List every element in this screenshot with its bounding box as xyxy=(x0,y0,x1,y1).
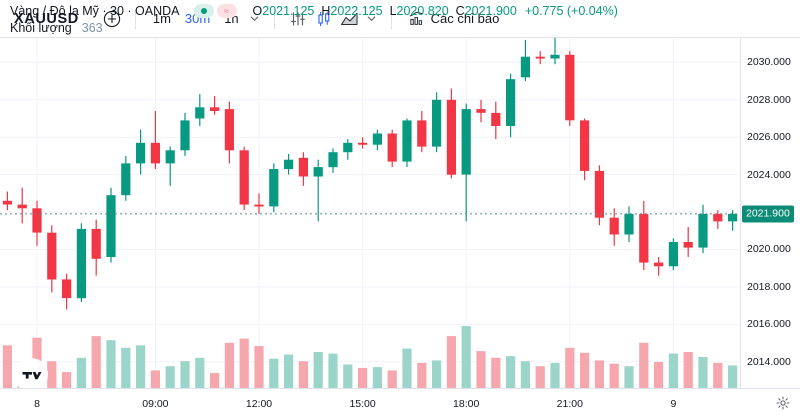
price-axis[interactable]: 2030.000 2028.000 2026.000 2024.000 2020.000… xyxy=(740,38,800,388)
indicator-sliders-button[interactable] xyxy=(285,6,311,32)
timeframe-chevron-down-icon[interactable] xyxy=(246,10,264,28)
price-tick-label: 2024.000 xyxy=(747,168,791,181)
indicators-bar-icon xyxy=(409,11,423,25)
price-tick-label: 2016.000 xyxy=(747,318,791,331)
price-tick-label: 2028.000 xyxy=(747,93,791,106)
timeframe-30m[interactable]: 30m xyxy=(184,11,211,26)
price-tick-label: 2014.000 xyxy=(747,355,791,368)
time-tick-label: 21:00 xyxy=(556,398,583,410)
time-tick-label: 12:00 xyxy=(245,398,273,410)
tradingview-logo-icon xyxy=(18,362,44,388)
toolbar-divider-3 xyxy=(390,8,392,29)
top-toolbar: XAUUSD 1m 30m 1h xyxy=(0,0,800,38)
time-tick-label: 9 xyxy=(670,398,677,410)
price-tick-label: 2018.000 xyxy=(747,280,791,293)
toolbar-divider-1 xyxy=(134,8,136,29)
price-tick-label: 2020.000 xyxy=(747,243,791,256)
time-tick-label: 18:00 xyxy=(453,398,480,410)
price-tick-label: 2030.000 xyxy=(747,56,791,69)
tradingview-logo-watermark xyxy=(14,358,48,388)
gear-icon[interactable] xyxy=(776,396,790,410)
candlestick-chart-button[interactable] xyxy=(311,6,337,32)
toolbar-divider-2 xyxy=(273,8,275,29)
plus-circle-icon xyxy=(103,10,120,27)
candlestick-icon xyxy=(318,10,330,26)
indicators-button[interactable]: Các chỉ báo xyxy=(402,7,506,30)
price-tick-label: 2026.000 xyxy=(747,131,791,144)
chart-plot-area[interactable] xyxy=(0,38,740,388)
symbol-ticker[interactable]: XAUUSD xyxy=(14,10,79,27)
timeframe-1h[interactable]: 1h xyxy=(224,11,239,26)
candlestick-plot xyxy=(0,38,740,388)
indicator-sliders-icon xyxy=(290,11,305,26)
area-chart-icon xyxy=(341,12,358,25)
time-tick-label: 8 xyxy=(34,398,40,410)
area-chart-button[interactable] xyxy=(337,6,363,32)
current-price-tag: 2021.900 xyxy=(742,205,794,223)
indicators-label: Các chỉ báo xyxy=(430,11,500,26)
add-symbol-button[interactable] xyxy=(99,6,125,32)
timeframe-1m[interactable]: 1m xyxy=(152,11,171,26)
time-tick-label: 09:00 xyxy=(142,398,169,410)
chart-type-chevron-down-icon[interactable] xyxy=(363,10,381,28)
time-tick-label: 15:00 xyxy=(349,398,376,410)
